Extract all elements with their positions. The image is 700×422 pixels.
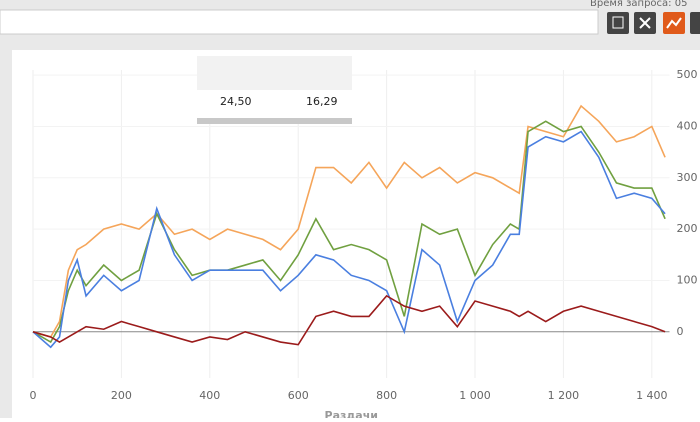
x-tick-label: 400 <box>199 389 220 402</box>
status-text: Время запроса: 05 <box>590 0 687 9</box>
save-icon <box>612 16 624 29</box>
series-line <box>32 294 666 346</box>
y-tick-label: 500 <box>677 68 698 81</box>
x-tick-label: 1 200 <box>548 389 580 402</box>
x-tick-label: 1 400 <box>636 389 668 402</box>
table-scrollbar <box>197 118 352 124</box>
table-header <box>197 56 352 90</box>
series-line <box>32 120 666 344</box>
y-tick-label: 400 <box>677 119 698 132</box>
x-tick-label: 800 <box>376 389 397 402</box>
chart-icon <box>666 17 682 29</box>
y-tick-label: 100 <box>677 273 698 286</box>
more-button[interactable] <box>690 12 700 34</box>
y-tick-label: 200 <box>677 222 698 235</box>
x-tick-label: 1 000 <box>459 389 491 402</box>
x-tick-label: 600 <box>288 389 309 402</box>
table-cell: 16,29 <box>306 95 338 108</box>
x-tick-label: 0 <box>30 389 37 402</box>
table-cell: 24,50 <box>220 95 252 108</box>
series-line <box>32 104 666 338</box>
table-row <box>197 90 352 118</box>
series-line <box>32 130 666 349</box>
x-tick-label: 200 <box>111 389 132 402</box>
search-input[interactable] <box>0 9 599 35</box>
chart-panel <box>12 50 700 422</box>
x-axis-label: Раздачи <box>325 409 378 418</box>
save-button[interactable] <box>607 12 629 34</box>
y-tick-label: 0 <box>677 325 684 338</box>
close-icon <box>639 17 651 29</box>
y-tick-label: 300 <box>677 171 698 184</box>
